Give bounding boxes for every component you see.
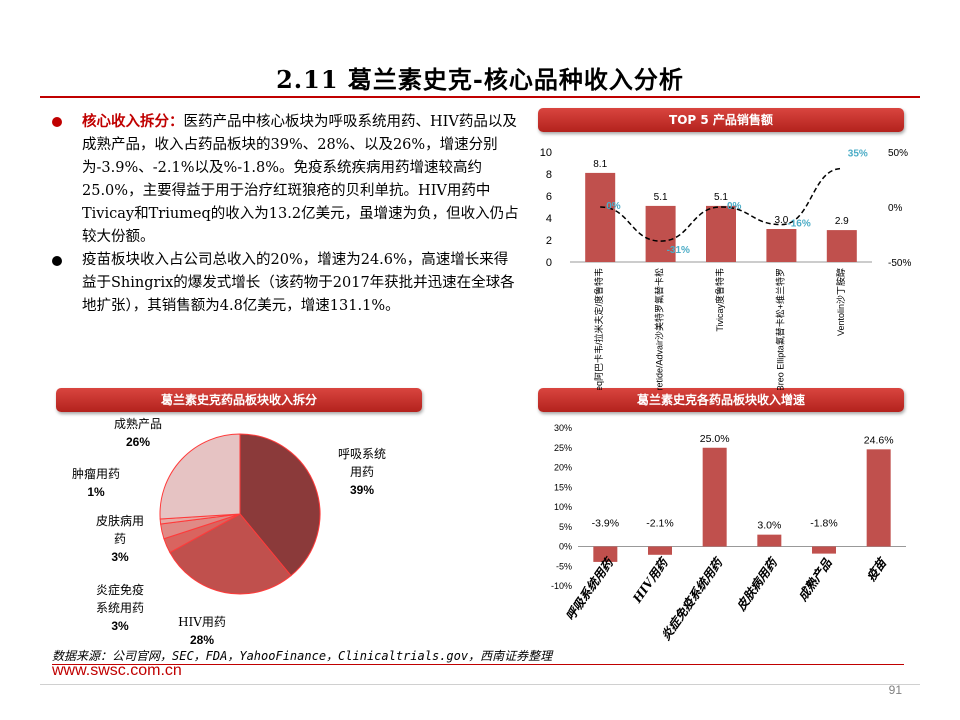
pie-label: 药 bbox=[114, 532, 126, 546]
red-bullet-icon bbox=[52, 117, 62, 127]
growth-chart: -10%-5%0%5%10%15%20%25%30%-3.9%呼吸系统用药-2.… bbox=[551, 423, 906, 643]
bar bbox=[826, 230, 857, 262]
x-tick-label: HIV用药 bbox=[630, 555, 672, 607]
y2-tick-label: 0% bbox=[888, 203, 903, 214]
pie-label: 系统用药 bbox=[96, 601, 144, 615]
y-tick-label: -5% bbox=[556, 561, 572, 571]
bullet-item: 疫苗板块收入占公司总收入的20%，增速为24.6%，高速增长来得益于Shingr… bbox=[52, 249, 522, 318]
bar bbox=[585, 172, 616, 262]
pie-label: 用药 bbox=[350, 465, 374, 479]
pie-label: 皮肤病用 bbox=[96, 513, 144, 528]
x-tick-label: Ventolin沙丁胺醇 bbox=[835, 268, 846, 336]
y-tick-label: 0% bbox=[559, 542, 572, 552]
top5-chart-title: TOP 5 产品销售额 bbox=[538, 108, 904, 132]
x-tick-label: 皮肤病用药 bbox=[733, 555, 781, 615]
line-value-label: 0% bbox=[727, 201, 742, 212]
y-tick-label: 10% bbox=[554, 502, 572, 512]
pie-pct-label: 3% bbox=[111, 619, 129, 633]
x-tick-label: 成熟产品 bbox=[795, 555, 835, 604]
pie-slice bbox=[239, 433, 321, 577]
y-tick-label: 8 bbox=[546, 169, 552, 181]
pie-pct-label: 26% bbox=[126, 435, 150, 449]
y-tick-label: 4 bbox=[546, 213, 552, 225]
bar bbox=[766, 229, 797, 262]
bottom-divider bbox=[40, 684, 920, 685]
bar-value-label: 8.1 bbox=[593, 159, 607, 170]
pie-label: HIV用药 bbox=[178, 615, 226, 629]
bar-value-label: -1.8% bbox=[810, 518, 837, 530]
pie-chart: 呼吸系统用药 39% HIV用药 28% 炎症免疫系统用药 3% 皮肤病用药 3% 肿瘤用药 1%… bbox=[72, 416, 386, 647]
y-tick-label: 5% bbox=[559, 522, 572, 532]
y-tick-label: 0 bbox=[546, 257, 552, 269]
pie-label: 肿瘤用药 bbox=[72, 466, 120, 481]
bar-value-label: 24.6% bbox=[864, 434, 894, 446]
y-tick-label: 2 bbox=[546, 235, 552, 247]
growth-chart-title: 葛兰素史克各药品板块收入增速 bbox=[538, 388, 904, 412]
bullet-highlight: 核心收入拆分： bbox=[82, 113, 184, 130]
y-tick-label: 20% bbox=[554, 463, 572, 473]
y-tick-label: 6 bbox=[546, 191, 552, 203]
bar bbox=[702, 447, 727, 547]
bar-value-label: 25.0% bbox=[700, 433, 730, 445]
bar bbox=[648, 546, 672, 555]
pie-label: 炎症免疫 bbox=[96, 582, 144, 597]
y2-tick-label: 50% bbox=[888, 148, 908, 159]
bar-value-label: -3.9% bbox=[592, 518, 619, 530]
pie-pct-label: 3% bbox=[111, 550, 129, 564]
page-title: 2.11 葛兰素史克-核心品种收入分析 bbox=[276, 65, 684, 94]
pie-pct-label: 39% bbox=[350, 483, 374, 497]
pie-slice bbox=[169, 513, 292, 595]
pie-label: 成熟产品 bbox=[114, 416, 162, 431]
bullet-item: 核心收入拆分：医药产品中核心板块为呼吸系统用药、HIV药品以及成熟产品，收入占药… bbox=[52, 110, 522, 249]
bullet-text: 疫苗板块收入占公司总收入的20%，增速为24.6%，高速增长来得益于Shingr… bbox=[82, 252, 515, 314]
pie-pct-label: 28% bbox=[190, 633, 214, 647]
title-divider bbox=[40, 96, 920, 98]
bullet-list: 核心收入拆分：医药产品中核心板块为呼吸系统用药、HIV药品以及成熟产品，收入占药… bbox=[52, 110, 522, 318]
pie-pct-label: 1% bbox=[87, 485, 105, 499]
bar bbox=[866, 449, 891, 547]
x-tick-label: 炎症免疫系统用药 bbox=[659, 555, 727, 643]
bar bbox=[645, 205, 676, 262]
black-bullet-icon bbox=[52, 256, 62, 266]
footer-divider bbox=[52, 664, 904, 665]
y-tick-label: 10 bbox=[540, 147, 552, 159]
bar-value-label: 3.0% bbox=[757, 520, 781, 532]
bullet-text: 医药产品中核心板块为呼吸系统用药、HIV药品以及成熟产品，收入占药品板块的39%… bbox=[82, 114, 519, 245]
data-source: 数据来源：公司官网，SEC，FDA，YahooFinance，Clinicalt… bbox=[52, 649, 553, 663]
pie-chart-title: 葛兰素史克药品板块收入拆分 bbox=[56, 388, 422, 412]
bar-value-label: -2.1% bbox=[646, 518, 673, 530]
bar bbox=[593, 546, 618, 562]
bar-value-label: 5.1 bbox=[654, 192, 668, 203]
y-tick-label: 15% bbox=[554, 482, 572, 492]
line-value-label: 0% bbox=[606, 201, 621, 212]
line-value-label: -31% bbox=[667, 245, 690, 256]
bar bbox=[757, 534, 782, 547]
website-link[interactable]: www.swsc.com.cn bbox=[52, 662, 182, 679]
pie-slice bbox=[159, 433, 241, 520]
growth-line bbox=[600, 167, 842, 242]
y2-tick-label: -50% bbox=[888, 258, 911, 269]
y-tick-label: 30% bbox=[554, 423, 572, 433]
x-tick-label: Seretide/Advair沙美特罗氟替卡松 bbox=[654, 268, 665, 390]
pie-label: 呼吸系统 bbox=[338, 447, 386, 461]
y-tick-label: 25% bbox=[554, 443, 572, 453]
x-tick-label: Breo Ellipta氟替卡松+维兰特罗 bbox=[774, 268, 785, 390]
bar bbox=[706, 205, 736, 262]
top5-sales-chart: 0 2 4 6 8 10 -50% 0% 50% 8.1 Triumeq阿巴卡韦/拉米夫定/度鲁特韦… bbox=[540, 147, 912, 390]
x-tick-label: Tivicay度鲁特韦 bbox=[714, 268, 725, 332]
line-value-label: 35% bbox=[848, 149, 868, 160]
line-value-label: -16% bbox=[787, 219, 810, 230]
bar-value-label: 3.0 bbox=[774, 215, 788, 226]
bar bbox=[812, 546, 836, 554]
bar-value-label: 2.9 bbox=[835, 216, 849, 227]
page-number: 91 bbox=[888, 683, 902, 697]
x-tick-label: Triumeq阿巴卡韦/拉米夫定/度鲁特韦 bbox=[593, 268, 604, 390]
y-tick-label: -10% bbox=[551, 581, 572, 591]
x-tick-label: 疫苗 bbox=[864, 555, 890, 584]
bar-value-label: 5.1 bbox=[714, 192, 728, 203]
